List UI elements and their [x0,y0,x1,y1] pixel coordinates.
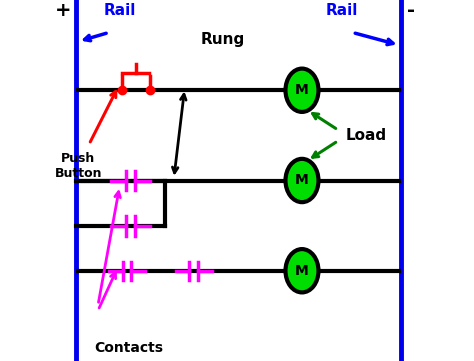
Text: Push
Button: Push Button [55,152,102,180]
Text: Rail: Rail [326,3,358,18]
Text: -: - [407,1,415,20]
Text: Load: Load [345,128,386,143]
Text: M: M [295,83,309,97]
Text: M: M [295,174,309,187]
Text: Rail: Rail [103,3,136,18]
Ellipse shape [285,159,319,202]
Text: +: + [55,1,71,20]
Text: Contacts: Contacts [94,341,164,355]
Text: Rung: Rung [201,32,245,47]
Text: M: M [295,264,309,278]
Ellipse shape [285,69,319,112]
Ellipse shape [285,249,319,292]
